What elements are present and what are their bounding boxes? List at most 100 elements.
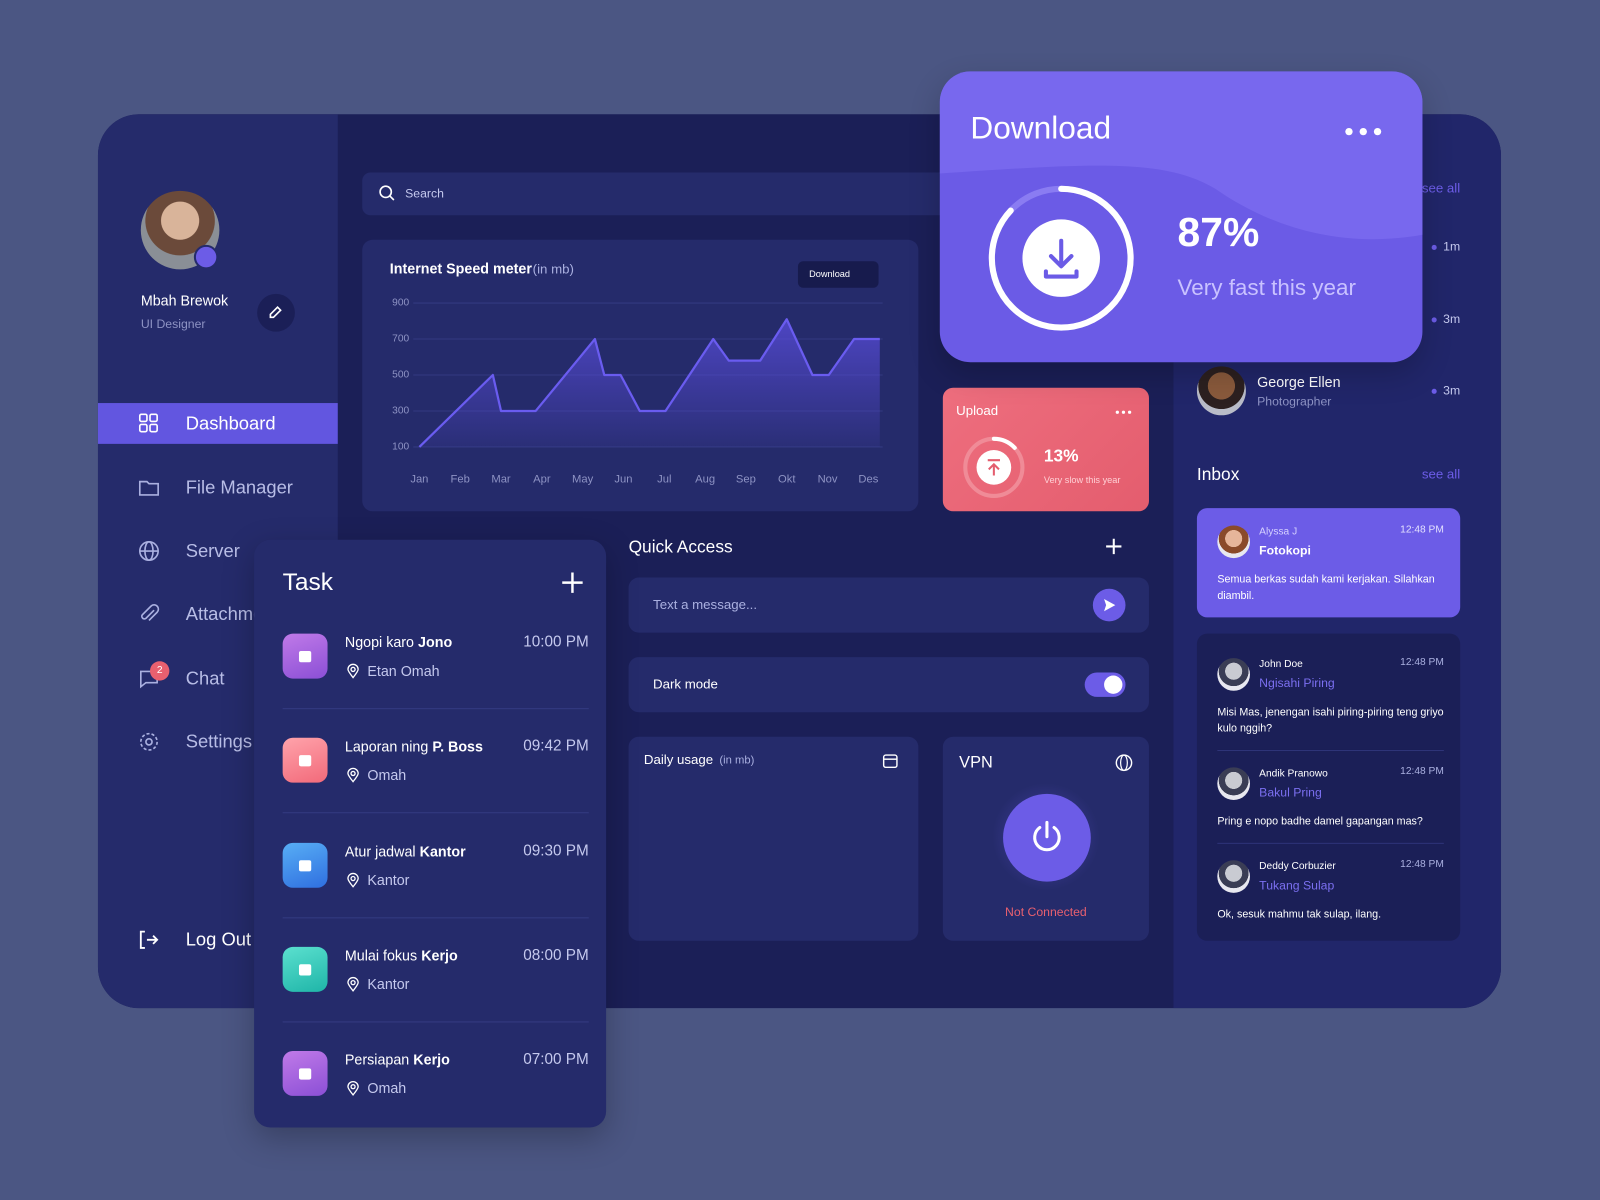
globe-icon: [1115, 754, 1133, 772]
task-place: Etan Omah: [367, 662, 440, 679]
nav-label[interactable]: File Manager: [185, 477, 293, 498]
task-title-text: Laporan ning P. Boss: [344, 738, 483, 755]
contact-avatar: [1196, 366, 1246, 416]
task-icon-glyph: [298, 1068, 312, 1080]
plus-icon: [562, 572, 583, 593]
nav-label[interactable]: Settings: [185, 731, 253, 752]
profile-role: UI Designer: [140, 316, 206, 332]
sender-name: Deddy Corbuzier: [1259, 860, 1336, 873]
task-divider: [282, 1021, 589, 1023]
status-dot: [1431, 388, 1437, 394]
daily-usage-title: Daily usage: [643, 751, 714, 768]
x-tick-label: Jun: [614, 474, 632, 486]
x-tick-label: Des: [858, 474, 878, 486]
message-time: 12:48 PM: [1400, 524, 1444, 536]
task-title-bold: Kantor: [419, 842, 466, 860]
status-dot: [1431, 244, 1437, 250]
quick-access-title: Quick Access: [628, 537, 733, 557]
nav-label[interactable]: Chat: [185, 668, 225, 689]
nav-label[interactable]: Server: [185, 540, 240, 561]
edit-button[interactable]: [257, 293, 295, 332]
task-title-bold: Kerjo: [421, 947, 458, 964]
task-divider: [282, 708, 589, 710]
download-icon: [1043, 238, 1079, 279]
clip-icon: [141, 604, 160, 621]
sender-avatar: [1217, 767, 1250, 800]
upload-gauge: [963, 436, 1025, 498]
search-icon: [389, 195, 395, 201]
y-tick-label: 300: [392, 406, 409, 417]
task-panel: [254, 539, 607, 1128]
pin-icon: [347, 872, 359, 888]
nav-icon: [138, 541, 159, 562]
inbox-see-all[interactable]: see all: [1421, 466, 1461, 482]
message-time: 12:48 PM: [1400, 766, 1444, 778]
message-time: 12:48 PM: [1400, 656, 1444, 669]
grid-icon: [149, 423, 158, 433]
sender-avatar: [1217, 658, 1250, 691]
task-title-bold: P. Boss: [432, 738, 483, 755]
grid-icon: [138, 413, 148, 423]
download-gauge: [988, 185, 1134, 331]
pin-icon: [347, 976, 359, 992]
task-time: 09:42 PM: [523, 737, 589, 756]
gear-icon: [139, 732, 158, 751]
speed-dropdown-label[interactable]: Download: [809, 268, 851, 279]
nav-icon: [138, 480, 159, 496]
line: [418, 318, 880, 448]
task-title-text: Atur jadwal Kantor: [344, 842, 466, 860]
daily-usage-card: [628, 736, 919, 941]
task-add: [562, 572, 583, 593]
nav-icon: [139, 732, 158, 751]
toggle-knob[interactable]: [1104, 675, 1123, 694]
calendar-icon: [882, 754, 898, 769]
gear-icon: [145, 737, 153, 746]
contacts-see-all[interactable]: see all: [1421, 180, 1461, 196]
task-icon-glyph: [298, 651, 312, 663]
upload-caption: Very slow this year: [1043, 474, 1121, 486]
pin-icon: [347, 872, 359, 888]
profile-name: Mbah Brewok: [140, 292, 229, 309]
sender-name: John Doe: [1259, 658, 1303, 671]
search-icon: [379, 185, 395, 201]
line-area: [419, 319, 880, 447]
edit-icon: [269, 305, 282, 319]
message-placeholder: Text a message...: [653, 596, 758, 613]
y-tick-label: 900: [392, 298, 409, 309]
send-icon: [1104, 598, 1116, 612]
contact-time: 3m: [1443, 383, 1461, 398]
pin-icon: [347, 976, 359, 992]
pin-icon: [347, 1081, 359, 1097]
task-icon-glyph: [298, 859, 312, 872]
quick-add: [1106, 538, 1122, 555]
download-menu-dots: [1345, 127, 1382, 136]
sender-avatar: [1217, 525, 1250, 559]
power-icon: [1033, 826, 1061, 852]
sender-avatar: [1217, 860, 1250, 893]
search-bar[interactable]: [362, 172, 975, 216]
task-place: Omah: [367, 1080, 407, 1097]
logout-label[interactable]: Log Out: [185, 929, 252, 950]
nav-icon: [138, 413, 158, 433]
task-icon-glyph: [298, 964, 312, 976]
nav-active-bg: [97, 403, 338, 444]
task-glyph: [298, 859, 312, 872]
speed-dropdown[interactable]: [797, 261, 879, 288]
vpn-status: Not Connected: [1005, 904, 1087, 919]
menu-dot: [1345, 127, 1353, 136]
pencil: [269, 305, 282, 319]
task-divider: [282, 916, 589, 918]
speed-title: Internet Speed meter: [389, 260, 532, 277]
message-input[interactable]: [628, 577, 1149, 633]
inbox-title: Inbox: [1196, 464, 1240, 485]
nav-label[interactable]: Dashboard: [185, 413, 276, 434]
plus-icon: [1106, 538, 1122, 555]
task-title: Task: [282, 568, 334, 596]
grid-icon: [149, 413, 158, 423]
task-title-bold: Jono: [418, 633, 453, 651]
message-subject: Ngisahi Piring: [1259, 676, 1335, 691]
logout-icon: [139, 930, 159, 949]
pin-icon: [347, 768, 359, 783]
message-text: Pring e nopo badhe damel gapangan mas?: [1217, 815, 1423, 828]
